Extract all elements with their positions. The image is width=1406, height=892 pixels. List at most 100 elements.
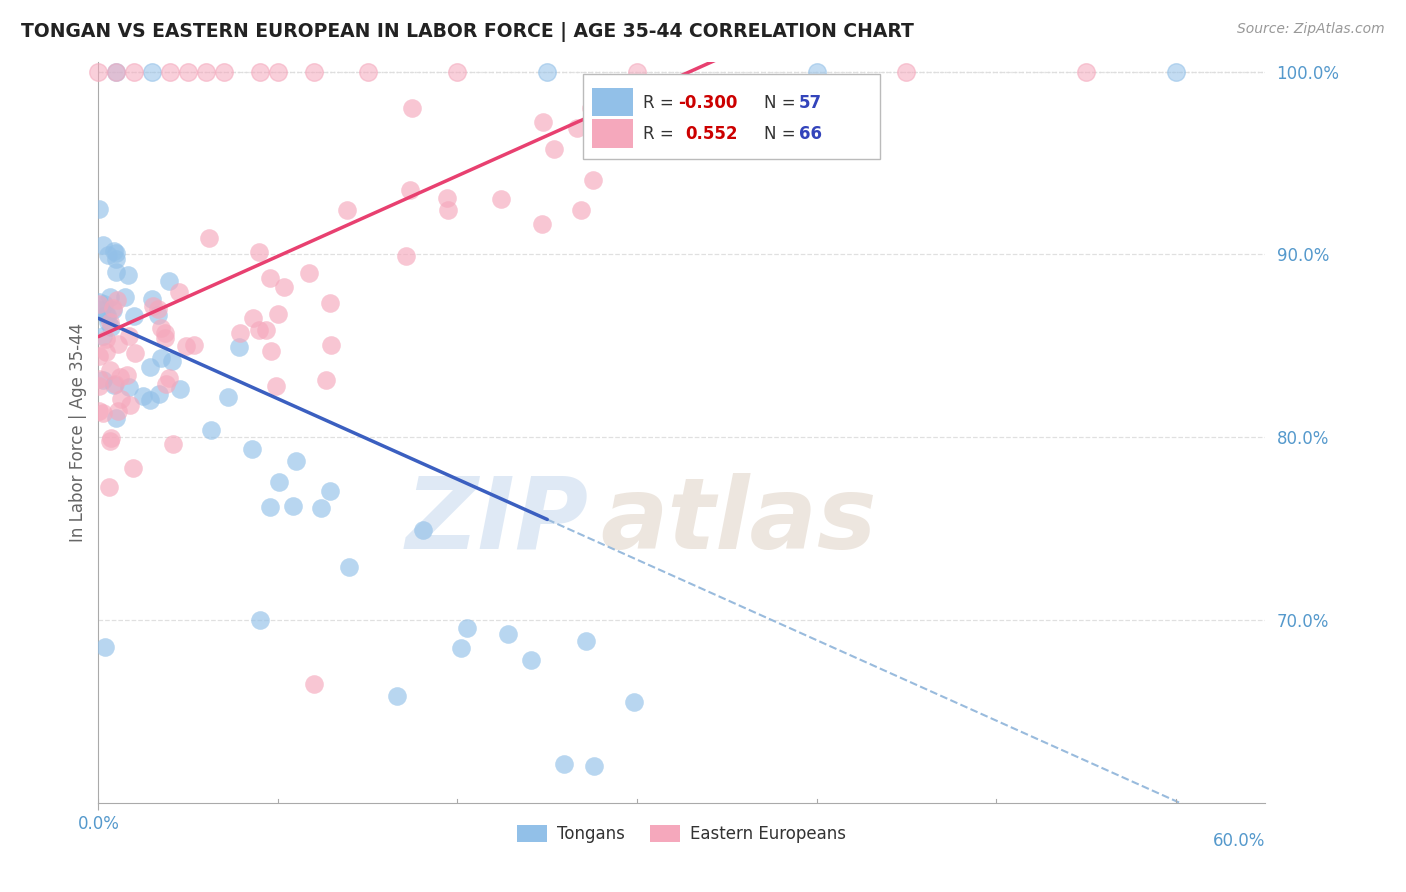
Point — [149, 351, 172, 366]
Point — [1164, 64, 1187, 78]
Text: 0.552: 0.552 — [685, 125, 738, 144]
Point — [267, 307, 290, 321]
Point — [89, 297, 111, 311]
Text: Source: ZipAtlas.com: Source: ZipAtlas.com — [1237, 22, 1385, 37]
Point — [138, 359, 160, 374]
Point — [198, 230, 221, 244]
Point — [623, 695, 645, 709]
Point — [249, 64, 271, 78]
Point — [200, 423, 222, 437]
Point — [259, 270, 281, 285]
Point — [118, 379, 141, 393]
Y-axis label: In Labor Force | Age 35-44: In Labor Force | Age 35-44 — [69, 323, 87, 542]
Point — [298, 266, 321, 280]
Text: R =: R = — [644, 125, 685, 144]
Text: N =: N = — [763, 125, 800, 144]
Point — [146, 308, 169, 322]
Point — [96, 308, 118, 322]
Point — [101, 301, 124, 315]
Point — [491, 192, 513, 206]
Point — [90, 302, 112, 317]
Point — [97, 315, 120, 329]
Point — [91, 406, 114, 420]
Point — [565, 121, 588, 136]
Point — [398, 183, 420, 197]
Point — [153, 326, 176, 340]
Point — [183, 338, 205, 352]
Text: 60.0%: 60.0% — [1213, 832, 1265, 850]
Point — [97, 248, 120, 262]
Point — [117, 368, 139, 382]
Point — [242, 311, 264, 326]
Point — [98, 434, 121, 448]
Point — [159, 274, 181, 288]
Point — [89, 379, 111, 393]
Point — [1074, 64, 1097, 78]
FancyBboxPatch shape — [582, 73, 880, 159]
Text: 66: 66 — [799, 125, 821, 144]
Point — [101, 302, 124, 317]
Point — [531, 115, 554, 129]
Point — [105, 293, 128, 308]
Text: N =: N = — [763, 95, 800, 112]
Text: -0.300: -0.300 — [679, 95, 738, 112]
Point — [401, 101, 423, 115]
Point — [436, 191, 458, 205]
Point — [264, 379, 287, 393]
Point — [896, 64, 918, 78]
Point — [91, 373, 114, 387]
Point — [412, 523, 434, 537]
Point — [336, 203, 359, 218]
Point — [267, 64, 290, 78]
Point — [132, 388, 155, 402]
Point — [117, 268, 139, 282]
Point — [436, 203, 458, 218]
Point — [582, 173, 605, 187]
Point — [142, 299, 165, 313]
Text: 57: 57 — [799, 95, 821, 112]
Point — [124, 345, 146, 359]
Point — [94, 308, 117, 322]
Point — [259, 500, 281, 515]
Point — [94, 332, 117, 346]
Point — [146, 302, 169, 317]
Point — [103, 244, 125, 259]
Point — [89, 202, 111, 216]
Point — [284, 454, 307, 468]
Point — [100, 431, 122, 445]
Point — [110, 369, 132, 384]
Point — [228, 340, 250, 354]
Point — [337, 560, 360, 574]
Point — [91, 329, 114, 343]
Point — [269, 475, 291, 489]
Point — [229, 326, 252, 340]
Point — [159, 370, 181, 384]
Point — [575, 634, 598, 648]
Point — [89, 403, 111, 417]
Point — [89, 371, 111, 385]
Point — [110, 392, 132, 407]
Point — [87, 349, 110, 363]
Point — [105, 265, 128, 279]
Legend: Tongans, Eastern Europeans: Tongans, Eastern Europeans — [510, 819, 853, 850]
Point — [212, 64, 235, 78]
Point — [530, 217, 553, 231]
Point — [104, 410, 127, 425]
Point — [160, 354, 183, 368]
Point — [247, 244, 270, 259]
Point — [456, 622, 478, 636]
Point — [107, 404, 129, 418]
Point — [283, 499, 305, 513]
Point — [357, 64, 380, 78]
Point — [118, 398, 141, 412]
Point — [159, 64, 181, 78]
Point — [626, 64, 648, 78]
Text: atlas: atlas — [600, 473, 877, 570]
Point — [97, 480, 120, 494]
Point — [553, 757, 575, 772]
Point — [167, 285, 190, 300]
Point — [87, 295, 110, 310]
Point — [94, 345, 117, 359]
Text: ZIP: ZIP — [405, 473, 589, 570]
Point — [806, 64, 828, 78]
